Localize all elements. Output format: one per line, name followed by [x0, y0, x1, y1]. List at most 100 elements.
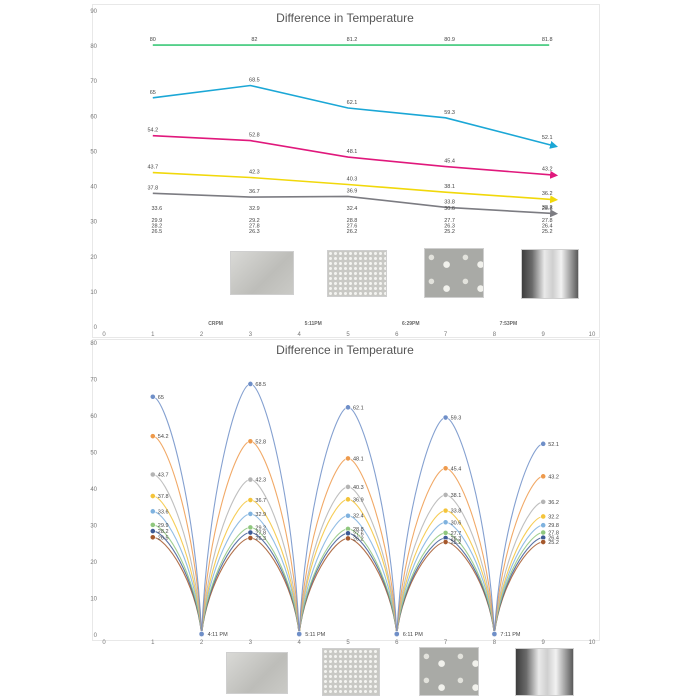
data-point — [540, 539, 547, 545]
data-label: 36.7 — [255, 498, 266, 504]
data-point — [540, 513, 547, 520]
x-tick-label: 5 — [346, 332, 350, 338]
y-tick-label: 80 — [90, 341, 97, 347]
data-label: 40.3 — [347, 177, 358, 183]
x-tick-label: 9 — [542, 640, 546, 646]
data-label: 32.2 — [548, 514, 559, 520]
extra-data-label: 29.8 — [542, 206, 553, 212]
data-point — [149, 521, 156, 528]
data-label: 36.2 — [542, 191, 553, 197]
data-label: 33.8 — [444, 199, 455, 205]
x-tick-label: 0 — [102, 332, 106, 338]
data-label: 42.3 — [249, 169, 260, 175]
data-point — [345, 496, 351, 503]
x-tick-label: 1 — [151, 640, 155, 646]
data-label: 25.2 — [548, 540, 559, 546]
chart-bottom-panel — [92, 339, 600, 641]
data-label: 59.3 — [451, 416, 462, 422]
data-label: 33.8 — [451, 509, 462, 515]
extra-data-label: 27.7 — [444, 218, 455, 224]
data-label: 36.2 — [548, 500, 559, 506]
data-label: 29.9 — [158, 523, 169, 529]
extra-data-label: 27.8 — [249, 224, 260, 230]
data-point — [247, 381, 254, 387]
data-label: 37.8 — [158, 494, 169, 500]
data-label: 38.1 — [444, 184, 455, 190]
x-tick-label: 2 — [200, 640, 204, 646]
chart-top-title: Difference in Temperature — [276, 11, 414, 25]
y-tick-label: 30 — [90, 524, 97, 530]
data-label: 42.3 — [255, 478, 266, 484]
data-point — [345, 484, 351, 490]
data-label: 26.4 — [548, 536, 559, 542]
data-label: 52.1 — [548, 442, 559, 448]
extra-data-label: 33.6 — [151, 206, 162, 212]
sample-photo-plain-top — [230, 251, 294, 295]
data-label: 32.9 — [255, 512, 266, 518]
sample-photo-pellets-top — [424, 248, 484, 298]
extra-data-label: 25.2 — [542, 229, 553, 235]
data-point — [442, 492, 449, 498]
data-label: 26.5 — [158, 535, 169, 541]
y-tick-label: 30 — [90, 220, 97, 226]
data-point — [540, 529, 547, 536]
trough-point — [198, 631, 205, 637]
trough-point — [393, 631, 400, 637]
x-time-label: CRPM — [208, 321, 223, 327]
trough-label: 4:11 PM — [208, 632, 228, 638]
y-tick-label: 50 — [90, 149, 97, 155]
trough-label: 6:11 PM — [403, 632, 423, 638]
y-tick-label: 0 — [94, 633, 98, 639]
data-point — [247, 497, 254, 503]
data-point — [149, 393, 156, 400]
data-label: 33.6 — [158, 509, 169, 515]
x-tick-label: 9 — [542, 332, 546, 338]
extra-data-label: 29.9 — [151, 218, 162, 224]
data-label: 25.2 — [451, 540, 462, 546]
x-tick-label: 5 — [346, 640, 350, 646]
data-label: 54.2 — [147, 128, 158, 134]
y-tick-label: 70 — [90, 378, 97, 384]
data-label: 81.2 — [347, 37, 358, 43]
extra-data-label: 26.5 — [151, 229, 162, 235]
extra-data-label: 27.6 — [347, 224, 358, 230]
data-label: 52.8 — [249, 133, 260, 139]
data-point — [442, 465, 449, 472]
data-label: 52.8 — [255, 439, 266, 445]
extra-data-label: 26.3 — [444, 224, 455, 230]
data-point — [442, 414, 449, 421]
series-curve — [152, 383, 544, 635]
chart-top: Difference in Temperature 01020304050607… — [90, 9, 596, 338]
data-point — [442, 539, 449, 545]
data-point — [247, 535, 254, 541]
data-label: 36.7 — [249, 189, 260, 195]
data-point — [247, 524, 254, 531]
x-time-label: 5:11PM — [305, 321, 322, 327]
y-tick-label: 80 — [90, 44, 97, 50]
extra-data-label: 32.4 — [347, 206, 358, 212]
data-point — [247, 476, 254, 483]
data-label: 28.2 — [158, 529, 169, 535]
data-point — [540, 522, 547, 529]
data-label: 45.4 — [451, 466, 462, 472]
x-tick-label: 4 — [298, 332, 302, 338]
data-label: 48.1 — [347, 149, 358, 155]
x-time-label: 6:29PM — [402, 321, 420, 327]
x-tick-label: 6 — [395, 332, 399, 338]
sample-photo-foam-top — [521, 249, 579, 299]
x-tick-label: 4 — [298, 640, 302, 646]
data-label: 82 — [251, 37, 257, 43]
data-label: 27.8 — [548, 531, 559, 537]
data-point — [442, 529, 449, 536]
data-label: 26.3 — [255, 536, 266, 542]
data-point — [345, 512, 351, 519]
data-label: 36.9 — [353, 497, 364, 503]
x-tick-label: 1 — [151, 332, 155, 338]
data-label: 29.2 — [255, 525, 266, 531]
data-point — [149, 471, 156, 478]
extra-data-label: 30.6 — [444, 206, 455, 212]
data-label: 27.7 — [451, 531, 462, 537]
extra-data-label: 26.3 — [249, 229, 260, 235]
sample-photo-grid-bottom — [322, 648, 380, 696]
